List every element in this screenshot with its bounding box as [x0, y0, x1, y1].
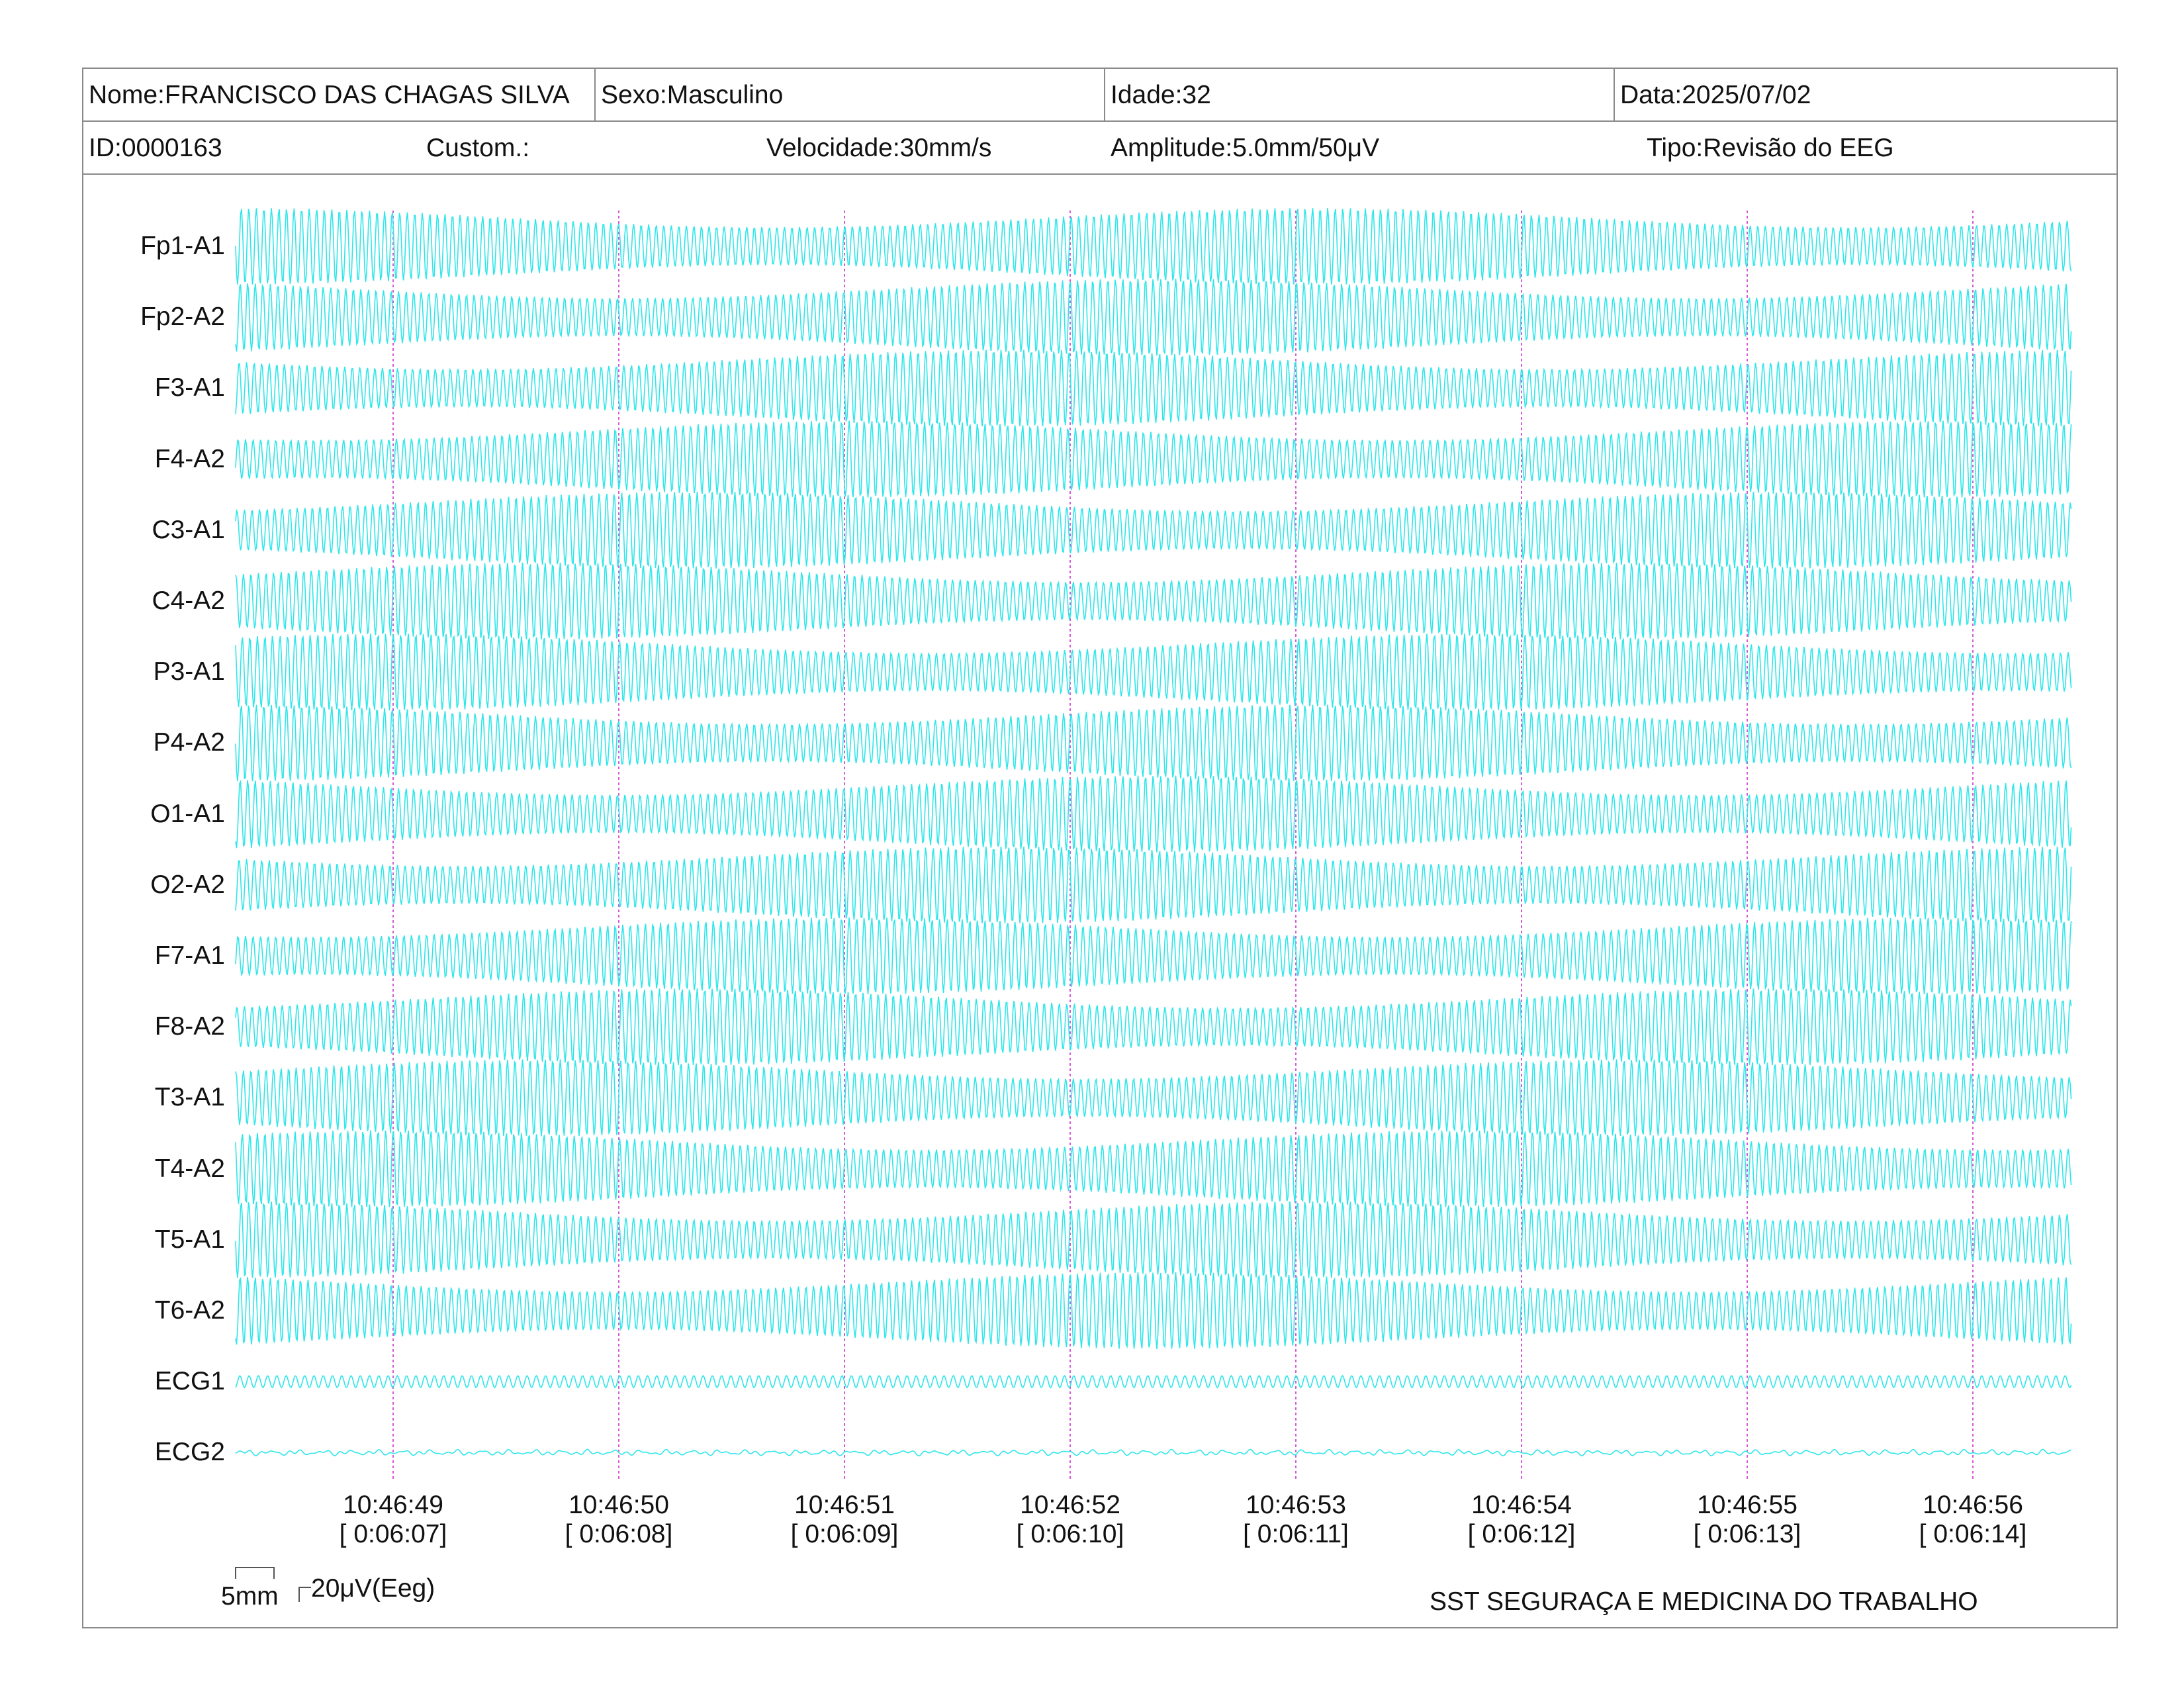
amplitude-setting: Amplitude:5.0mm/50μV: [1111, 134, 1380, 162]
clock-time: 10:46:49: [343, 1491, 443, 1519]
channel-label: P4-A2: [153, 728, 225, 757]
channel-trace: [235, 917, 2072, 995]
channel-label: ECG1: [154, 1367, 225, 1396]
channel-trace: [235, 1374, 2072, 1389]
speed-setting: Velocidade:30mm/s: [766, 134, 992, 162]
clock-time: 10:46:55: [1697, 1491, 1797, 1519]
channel-trace: [235, 350, 2072, 427]
channel-label: O2-A2: [150, 870, 225, 899]
channel-trace: [235, 775, 2072, 853]
channel-trace: [235, 1059, 2072, 1137]
channel-label: O1-A1: [150, 799, 225, 828]
channel-trace: [235, 1448, 2071, 1457]
clock-time: 10:46:50: [569, 1491, 669, 1519]
clock-time: 10:46:54: [1471, 1491, 1572, 1519]
organization-footer: SST SEGURAÇA E MEDICINA DO TRABALHO: [1430, 1587, 1978, 1616]
elapsed-time: [ 0:06:08]: [565, 1520, 673, 1548]
channel-trace: [235, 563, 2072, 639]
channel-label: T3-A1: [154, 1083, 225, 1112]
patient-sex: Sexo:Masculino: [596, 69, 1105, 120]
channel-trace: [235, 1130, 2072, 1207]
clock-time: 10:46:53: [1246, 1491, 1346, 1519]
scale-bar-amp-label: 20μV(Eeg): [311, 1574, 435, 1603]
channel-label: T4-A2: [154, 1154, 225, 1183]
time-tick-label: 10:46:55[ 0:06:13]: [1661, 1491, 1833, 1549]
patient-id: ID:0000163: [89, 134, 222, 162]
patient-name: Nome:FRANCISCO DAS CHAGAS SILVA: [83, 69, 596, 120]
channel-trace: [235, 491, 2072, 569]
scale-bar-icon: [235, 1567, 311, 1602]
header-row-patient: Nome:FRANCISCO DAS CHAGAS SILVA Sexo:Mas…: [83, 69, 2116, 122]
channel-label: Fp2-A2: [140, 303, 225, 332]
channel-label: F4-A2: [154, 444, 225, 473]
custom-field: Custom.:: [426, 134, 530, 162]
channel-trace: [235, 704, 2072, 782]
channel-label: T5-A1: [154, 1225, 225, 1254]
channel-trace: [235, 988, 2072, 1066]
exam-type: Tipo:Revisão do EEG: [1647, 134, 1894, 162]
channel-trace: [235, 279, 2072, 356]
patient-age: Idade:32: [1105, 69, 1615, 120]
elapsed-time: [ 0:06:13]: [1693, 1520, 1801, 1548]
clock-time: 10:46:51: [794, 1491, 895, 1519]
time-tick-label: 10:46:54[ 0:06:12]: [1435, 1491, 1608, 1549]
elapsed-time: [ 0:06:07]: [339, 1520, 447, 1548]
channel-label: F8-A2: [154, 1012, 225, 1041]
channel-label: Fp1-A1: [140, 232, 225, 260]
elapsed-time: [ 0:06:14]: [1919, 1520, 2027, 1548]
channel-trace: [235, 633, 2072, 711]
scale-bar-time-label: 5mm: [221, 1582, 279, 1611]
channel-trace: [235, 846, 2072, 923]
channel-label: F3-A1: [154, 373, 225, 402]
time-tick-label: 10:46:56[ 0:06:14]: [1887, 1491, 2059, 1549]
channel-trace: [235, 1272, 2072, 1350]
clock-time: 10:46:56: [1923, 1491, 2023, 1519]
exam-date: Data:2025/07/02: [1620, 81, 1811, 109]
elapsed-time: [ 0:06:11]: [1243, 1520, 1349, 1548]
channel-label: P3-A1: [153, 657, 225, 686]
time-tick-label: 10:46:50[ 0:06:08]: [533, 1491, 705, 1549]
time-tick-label: 10:46:49[ 0:06:07]: [307, 1491, 479, 1549]
channel-label: ECG2: [154, 1438, 225, 1467]
channel-label: T6-A2: [154, 1296, 225, 1325]
time-tick-label: 10:46:51[ 0:06:09]: [758, 1491, 931, 1549]
time-tick-label: 10:46:53[ 0:06:11]: [1210, 1491, 1382, 1549]
channel-label: C4-A2: [152, 586, 225, 615]
channel-trace: [235, 208, 2072, 285]
channel-trace: [235, 1201, 2072, 1278]
elapsed-time: [ 0:06:12]: [1467, 1520, 1576, 1548]
time-tick-label: 10:46:52[ 0:06:10]: [984, 1491, 1156, 1549]
eeg-report-frame: Nome:FRANCISCO DAS CHAGAS SILVA Sexo:Mas…: [82, 68, 2118, 1628]
channel-trace: [235, 420, 2072, 498]
elapsed-time: [ 0:06:10]: [1016, 1520, 1124, 1548]
channel-label: F7-A1: [154, 941, 225, 970]
clock-time: 10:46:52: [1020, 1491, 1120, 1519]
channel-label: C3-A1: [152, 515, 225, 544]
header-row-exam: ID:0000163 Custom.: Velocidade:30mm/s Am…: [83, 122, 2116, 175]
elapsed-time: [ 0:06:09]: [790, 1520, 899, 1548]
